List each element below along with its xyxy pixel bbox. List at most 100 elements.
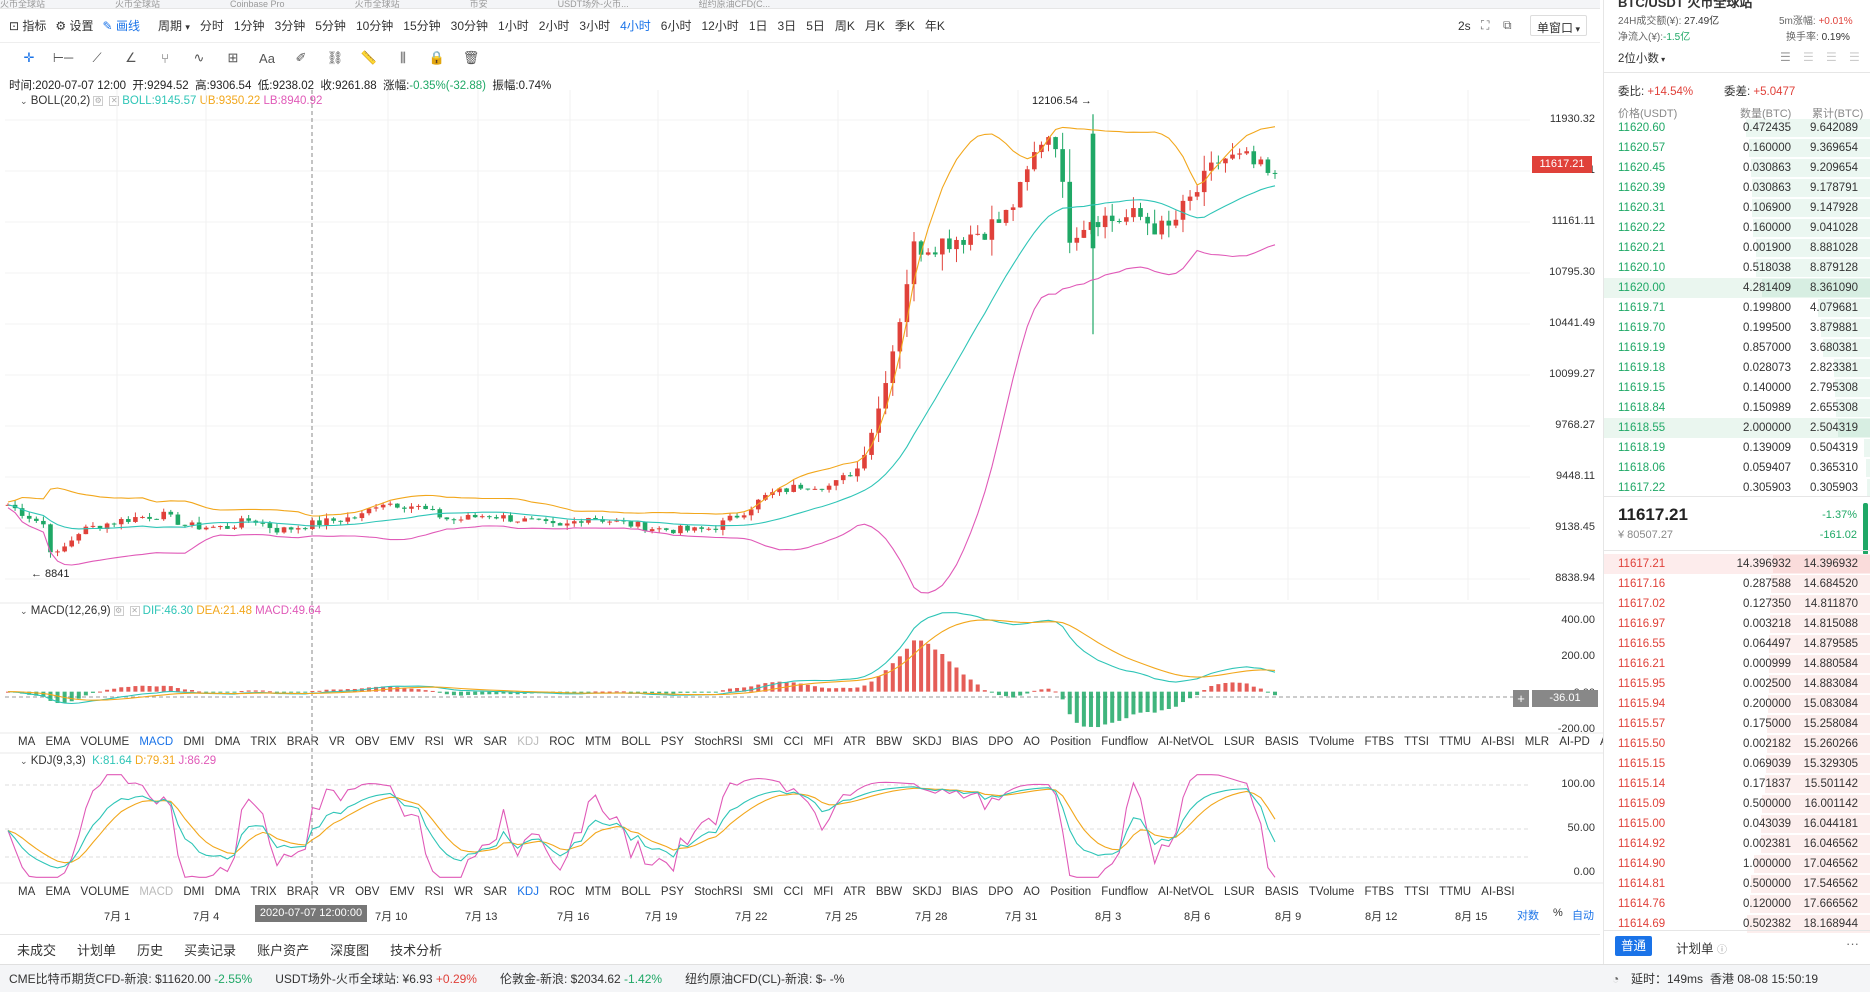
bid-row[interactable]: 11619.15 0.140000 2.795308 <box>1604 378 1870 398</box>
indicator-tab-ma[interactable]: MA <box>18 886 36 898</box>
bid-row[interactable]: 11618.06 0.059407 0.365310 <box>1604 458 1870 478</box>
bid-row[interactable]: 11620.39 0.030863 9.178791 <box>1604 178 1870 198</box>
crosshair-tool-icon[interactable]: ✛ <box>23 50 35 65</box>
indicator-tab-rsi[interactable]: RSI <box>424 886 444 898</box>
indicator-tab-dma[interactable]: DMA <box>214 736 241 748</box>
bottom-tab-0[interactable]: 未成交 <box>17 943 57 958</box>
indicator-tab-sar[interactable]: SAR <box>483 886 508 898</box>
indicator-tab-psy[interactable]: PSY <box>660 736 684 748</box>
ticker-0[interactable]: CME比特币期货CFD-新浪: $11620.00 -2.55% <box>9 972 253 986</box>
indicator-tab-kdj[interactable]: KDJ <box>517 886 539 898</box>
indicator-tab-boll[interactable]: BOLL <box>621 736 651 748</box>
period-17[interactable]: 月K <box>864 19 885 33</box>
bid-row[interactable]: 11620.60 0.472435 9.642089 <box>1604 118 1870 138</box>
indicator-tab-trix[interactable]: TRIX <box>250 886 277 898</box>
indicator-tab-skdj[interactable]: SKDJ <box>912 736 942 748</box>
indicator-tab-obv[interactable]: OBV <box>355 886 380 898</box>
indicator-tab-ftbs[interactable]: FTBS <box>1364 736 1394 748</box>
popout-icon[interactable]: ⧉ <box>1503 18 1512 32</box>
period-15[interactable]: 5日 <box>806 19 825 33</box>
ask-row[interactable]: 11614.76 0.120000 17.666562 <box>1604 894 1870 914</box>
period-6[interactable]: 30分钟 <box>450 19 489 33</box>
chain-tool-icon[interactable]: ⛓ <box>326 50 344 65</box>
indicator-tab-cci[interactable]: CCI <box>783 736 804 748</box>
indicator-tab-brar[interactable]: BRAR <box>286 736 319 748</box>
refresh-interval[interactable]: 2s <box>1458 18 1471 33</box>
market-tab-1[interactable]: 火币全球站 <box>115 0 161 9</box>
bottom-tab-3[interactable]: 买卖记录 <box>184 943 237 958</box>
period-dropdown[interactable]: 周期 ▾ <box>157 19 190 33</box>
ask-row[interactable]: 11615.15 0.069039 15.329305 <box>1604 754 1870 774</box>
indicator-tab-vr[interactable]: VR <box>328 886 345 898</box>
indicator-button[interactable]: ⊡ 指标 <box>9 19 47 33</box>
precision-select[interactable]: 2位小数 ▾ <box>1618 53 1666 65</box>
bid-row[interactable]: 11618.84 0.150989 2.655308 <box>1604 398 1870 418</box>
bottom-tab-4[interactable]: 账户资产 <box>257 943 310 958</box>
bid-row[interactable]: 11620.31 0.106900 9.147928 <box>1604 198 1870 218</box>
indicator-tab-ttsi[interactable]: TTSI <box>1404 886 1429 898</box>
indicator-tab-smi[interactable]: SMI <box>752 736 774 748</box>
ask-row[interactable]: 11614.69 0.502382 18.168944 <box>1604 914 1870 934</box>
indicator-tab-macd[interactable]: MACD <box>139 736 174 748</box>
wave-tool-icon[interactable]: ∿ <box>193 50 205 65</box>
period-11[interactable]: 6小时 <box>660 19 692 33</box>
indicator-tab-lsur[interactable]: LSUR <box>1223 736 1255 748</box>
ask-row[interactable]: 11615.00 0.043039 16.044181 <box>1604 814 1870 834</box>
period-4[interactable]: 10分钟 <box>355 19 394 33</box>
ask-row[interactable]: 11617.21 14.396932 14.396932 <box>1604 554 1870 574</box>
bid-row[interactable]: 11619.71 0.199800 4.079681 <box>1604 298 1870 318</box>
indicator-tab-wr[interactable]: WR <box>454 886 474 898</box>
period-2[interactable]: 3分钟 <box>274 19 306 33</box>
horizontal-line-tool-icon[interactable]: ⊢─ <box>52 50 74 65</box>
indicator-tab-ai-pd[interactable]: AI-PD <box>1559 736 1590 748</box>
indicator-tab-ai-bsi[interactable]: AI-BSI <box>1481 736 1515 748</box>
ask-row[interactable]: 11616.97 0.003218 14.815088 <box>1604 614 1870 634</box>
ask-row[interactable]: 11614.92 0.002381 16.046562 <box>1604 834 1870 854</box>
fork-tool-icon[interactable]: ⑂ <box>161 50 169 66</box>
bottom-tab-2[interactable]: 历史 <box>137 943 164 958</box>
layout-bids-icon[interactable]: ☰ <box>1803 50 1814 64</box>
bid-row[interactable]: 11618.55 2.000000 2.504319 <box>1604 418 1870 438</box>
trash-tool-icon[interactable]: 🗑 <box>462 50 480 65</box>
period-14[interactable]: 3日 <box>777 19 797 33</box>
indicator-tab-atr[interactable]: ATR <box>843 886 866 898</box>
indicator-tab-kdj[interactable]: KDJ <box>517 736 539 748</box>
add-marker-button[interactable]: + <box>1513 690 1529 707</box>
settings-box-icon[interactable]: ⚙ <box>113 606 124 616</box>
more-icon[interactable]: ··· <box>1846 936 1859 951</box>
layout-asks-icon[interactable]: ☰ <box>1826 50 1837 64</box>
lock-tool-icon[interactable]: 🔒 <box>428 50 446 65</box>
period-18[interactable]: 季K <box>894 19 915 33</box>
settings-button[interactable]: ⚙ 设置 <box>55 19 94 33</box>
indicator-tab-ttmu[interactable]: TTMU <box>1439 886 1472 898</box>
indicator-tab-ema[interactable]: EMA <box>45 886 71 898</box>
indicator-tab-volume[interactable]: VOLUME <box>80 736 130 748</box>
period-16[interactable]: 周K <box>834 19 855 33</box>
market-tab-5[interactable]: USDT场外-火币... <box>557 0 629 9</box>
indicator-tab-wr[interactable]: WR <box>454 736 474 748</box>
indicator-tab-rsi[interactable]: RSI <box>424 736 444 748</box>
market-tab-6[interactable]: 纽约原油CFD(C... <box>698 0 771 9</box>
bid-row[interactable]: 11617.22 0.305903 0.305903 <box>1604 478 1870 498</box>
indicator-tab-dmi[interactable]: DMI <box>183 736 205 748</box>
kline-chart[interactable] <box>0 70 1603 932</box>
indicator-tab-volume[interactable]: VOLUME <box>80 886 130 898</box>
indicator-tab-macd[interactable]: MACD <box>139 886 174 898</box>
indicator-tab-mfi[interactable]: MFI <box>813 886 834 898</box>
ticker-2[interactable]: 伦敦金-新浪: $2034.62 -1.42% <box>499 972 663 986</box>
indicator-tab-mfi[interactable]: MFI <box>813 736 834 748</box>
bid-row[interactable]: 11618.19 0.139009 0.504319 <box>1604 438 1870 458</box>
indicator-tab-ao[interactable]: AO <box>1023 886 1040 898</box>
indicator-tab-mlr[interactable]: MLR <box>1524 736 1549 748</box>
bottom-tab-6[interactable]: 技术分析 <box>390 943 443 958</box>
pattern-tool-icon[interactable]: ⫼ <box>400 50 406 65</box>
indicator-tab-bbw[interactable]: BBW <box>875 736 903 748</box>
indicator-tab-brar[interactable]: BRAR <box>286 886 319 898</box>
indicator-tab-trix[interactable]: TRIX <box>250 736 277 748</box>
indicator-tab-position[interactable]: Position <box>1050 886 1092 898</box>
indicator-tab-boll[interactable]: BOLL <box>621 886 651 898</box>
indicator-tab-mtm[interactable]: MTM <box>584 886 612 898</box>
collapse-icon[interactable]: ⌄ <box>20 95 28 106</box>
bottom-tab-1[interactable]: 计划单 <box>77 943 117 958</box>
indicator-tab-ma[interactable]: MA <box>18 736 36 748</box>
